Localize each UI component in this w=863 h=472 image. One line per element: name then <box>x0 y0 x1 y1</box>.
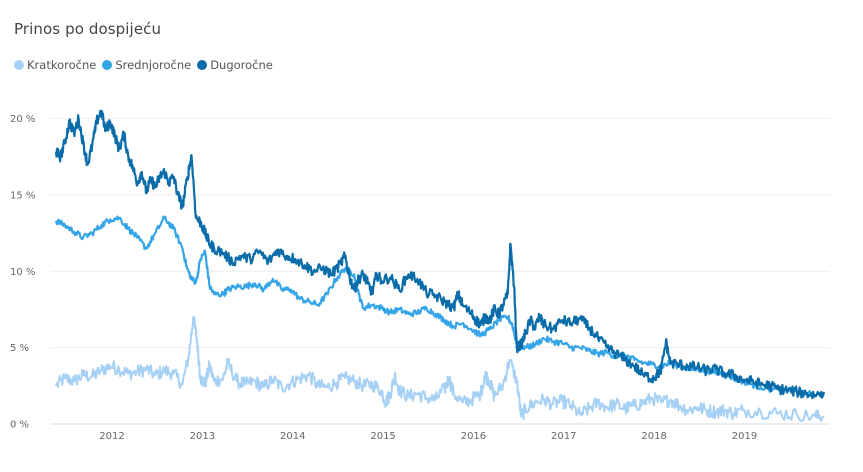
x-tick-label: 2019 <box>732 431 757 442</box>
legend-item-dugorocne[interactable]: Dugoročne <box>197 58 273 72</box>
legend-dot-icon <box>197 60 208 70</box>
y-tick-label: 15 % <box>10 190 35 201</box>
x-tick-label: 2014 <box>280 431 305 442</box>
x-tick-label: 2017 <box>551 431 576 442</box>
legend-label: Srednjoročne <box>115 58 192 72</box>
legend-dot-icon <box>14 60 24 70</box>
legend-item-kratkorocne[interactable]: Kratkoročne <box>14 58 96 72</box>
series-line-dugorocne[interactable] <box>54 109 826 400</box>
legend-label: Dugoročne <box>210 58 273 72</box>
y-tick-label: 20 % <box>10 114 35 125</box>
y-tick-label: 0 % <box>10 420 29 431</box>
legend-label: Kratkoročne <box>27 58 97 72</box>
series-line-kratkorocne[interactable] <box>55 316 825 422</box>
series-line-srednjorocne[interactable] <box>54 215 825 398</box>
x-tick-label: 2015 <box>370 431 395 442</box>
y-tick-label: 5 % <box>10 343 29 354</box>
legend-dot-icon <box>102 60 113 70</box>
x-tick-label: 2012 <box>99 431 124 442</box>
chart-title: Prinos po dospijeću <box>14 20 162 38</box>
x-tick-label: 2018 <box>641 431 666 442</box>
x-tick-label: 2013 <box>190 431 215 442</box>
x-tick-label: 2016 <box>461 431 486 442</box>
legend-item-srednjorocne[interactable]: Srednjoročne <box>102 58 191 72</box>
legend: Kratkoročne Srednjoročne Dugoročne <box>14 58 275 72</box>
y-tick-label: 10 % <box>10 267 35 278</box>
